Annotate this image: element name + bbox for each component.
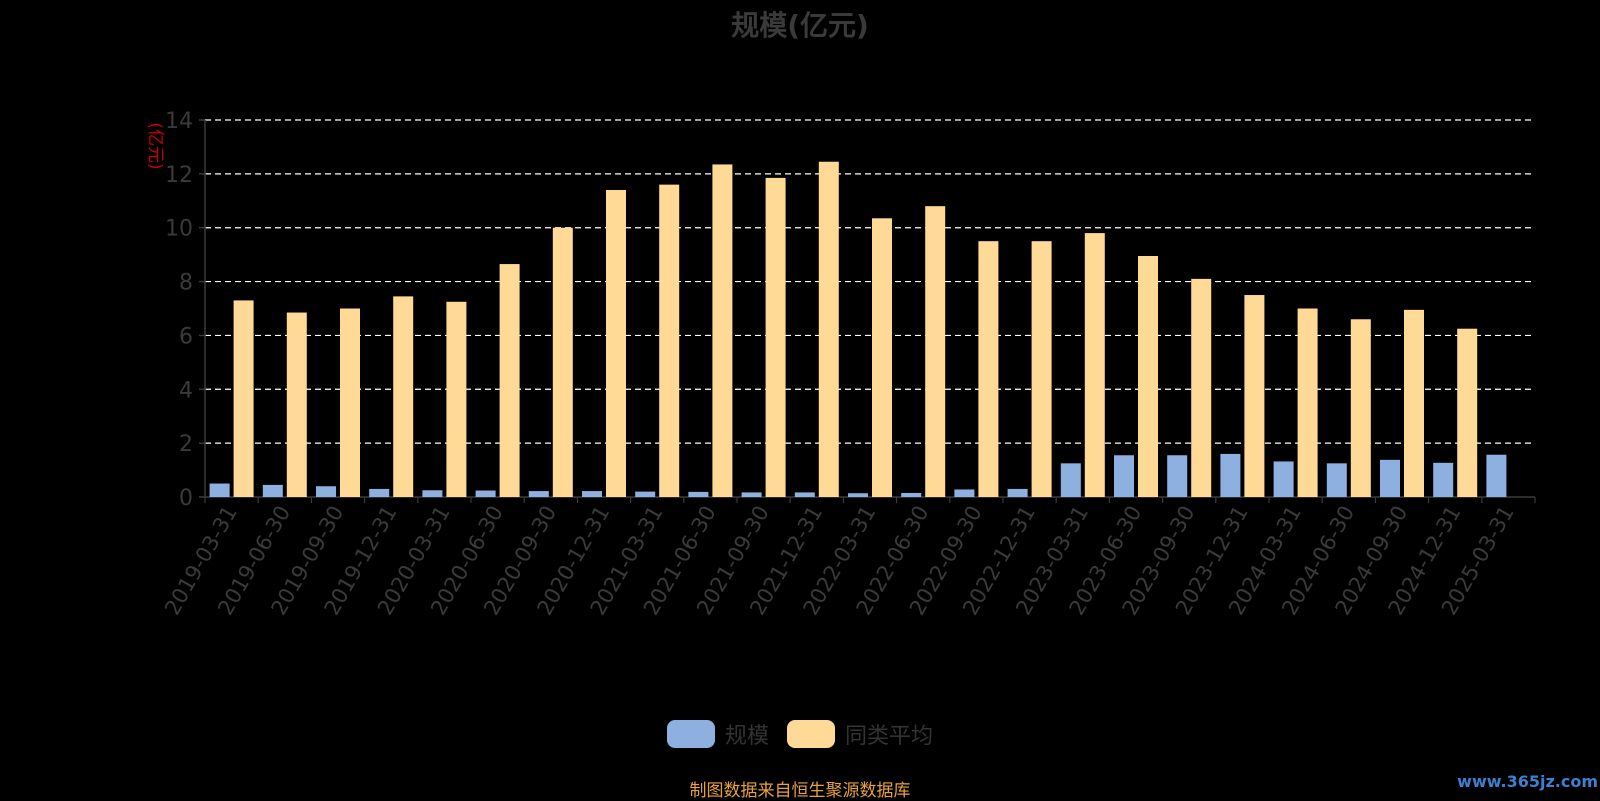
bar-scale[interactable] bbox=[901, 492, 922, 497]
legend-item-peer-average[interactable]: 同类平均 bbox=[787, 718, 933, 750]
watermark: www.365jz.com bbox=[1457, 772, 1598, 791]
bar-peer-average[interactable] bbox=[340, 308, 360, 498]
bar-scale[interactable] bbox=[316, 486, 336, 497]
legend-swatch-peer-average bbox=[787, 720, 835, 748]
bar-scale[interactable] bbox=[475, 490, 496, 497]
legend-swatch-scale bbox=[666, 720, 715, 748]
bar-scale[interactable] bbox=[1114, 455, 1134, 497]
bar-peer-average[interactable] bbox=[1244, 295, 1265, 497]
bar-peer-average[interactable] bbox=[446, 301, 467, 497]
bar-peer-average[interactable] bbox=[1350, 319, 1371, 497]
bar-scale[interactable] bbox=[635, 491, 656, 497]
bar-scale[interactable] bbox=[954, 489, 975, 497]
bar-peer-average[interactable] bbox=[659, 184, 680, 497]
legend-label-scale: 规模 bbox=[724, 724, 769, 749]
bar-scale[interactable] bbox=[528, 491, 549, 497]
y-tick-label: 2 bbox=[179, 432, 193, 457]
bar-peer-average[interactable] bbox=[925, 206, 946, 497]
bar-peer-average[interactable] bbox=[233, 300, 254, 497]
chart-title: 规模(亿元) bbox=[731, 9, 869, 42]
chart-legend: 规模 同类平均 bbox=[0, 718, 1600, 750]
bar-peer-average[interactable] bbox=[765, 177, 786, 497]
bar-peer-average[interactable] bbox=[1138, 255, 1158, 497]
bar-scale[interactable] bbox=[848, 493, 868, 497]
bar-peer-average[interactable] bbox=[1031, 241, 1052, 497]
y-axis-label: (亿元) bbox=[145, 122, 165, 169]
y-tick-label: 4 bbox=[179, 378, 193, 403]
legend-item-scale[interactable]: 规模 bbox=[666, 718, 769, 750]
legend-label-peer-average: 同类平均 bbox=[845, 724, 934, 749]
bar-scale[interactable] bbox=[1060, 463, 1081, 497]
y-tick-label: 8 bbox=[179, 271, 193, 296]
bar-peer-average[interactable] bbox=[1404, 309, 1424, 497]
bar-scale[interactable] bbox=[688, 491, 709, 497]
source-note: 制图数据来自恒生聚源数据库 bbox=[689, 781, 911, 801]
bar-scale[interactable] bbox=[1326, 463, 1347, 497]
bar-peer-average[interactable] bbox=[286, 312, 307, 497]
bar-scale[interactable] bbox=[1433, 462, 1454, 497]
bar-peer-average[interactable] bbox=[1191, 278, 1212, 497]
bar-peer-average[interactable] bbox=[1084, 233, 1105, 497]
y-tick-label: 0 bbox=[179, 486, 193, 511]
y-tick-label: 14 bbox=[165, 109, 193, 134]
bar-scale[interactable] bbox=[209, 483, 230, 497]
bar-peer-average[interactable] bbox=[712, 164, 733, 498]
bar-scale[interactable] bbox=[1380, 459, 1400, 497]
bar-peer-average[interactable] bbox=[606, 190, 626, 497]
bar-scale[interactable] bbox=[369, 488, 390, 497]
bar-scale[interactable] bbox=[582, 491, 602, 497]
bar-scale[interactable] bbox=[1167, 455, 1188, 497]
bar-scale[interactable] bbox=[1486, 454, 1507, 497]
bar-peer-average[interactable] bbox=[1297, 308, 1318, 498]
bar-peer-average[interactable] bbox=[552, 227, 573, 497]
bar-peer-average[interactable] bbox=[1457, 328, 1478, 497]
y-tick-label: 12 bbox=[165, 163, 193, 188]
bar-peer-average[interactable] bbox=[393, 296, 414, 497]
y-tick-label: 10 bbox=[165, 217, 193, 242]
bar-peer-average[interactable] bbox=[872, 218, 892, 497]
bar-scale[interactable] bbox=[1007, 488, 1028, 497]
bar-peer-average[interactable] bbox=[499, 264, 520, 497]
bar-scale[interactable] bbox=[1220, 453, 1241, 497]
bar-peer-average[interactable] bbox=[818, 161, 839, 497]
bar-scale[interactable] bbox=[262, 484, 283, 497]
bar-scale[interactable] bbox=[794, 492, 815, 497]
y-tick-label: 6 bbox=[179, 324, 193, 349]
bar-peer-average[interactable] bbox=[978, 241, 999, 497]
bar-scale[interactable] bbox=[422, 490, 443, 497]
bar-scale[interactable] bbox=[1273, 461, 1294, 497]
bar-scale[interactable] bbox=[741, 492, 762, 497]
